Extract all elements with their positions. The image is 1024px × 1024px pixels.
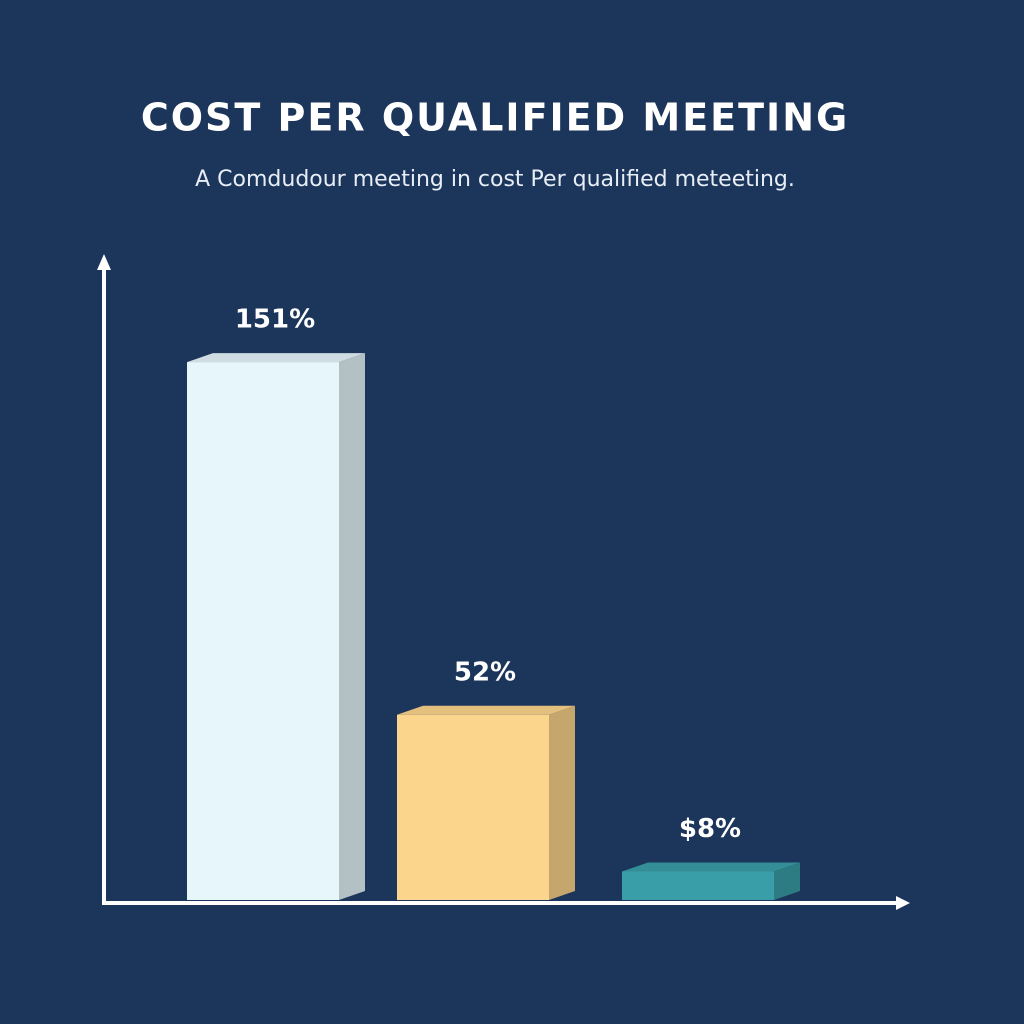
bar-top [397, 705, 575, 715]
y-axis-arrow [97, 254, 111, 270]
bar-side [549, 705, 575, 900]
axes [97, 254, 910, 910]
value-label: 151% [235, 305, 315, 335]
bar [187, 362, 339, 900]
bar [397, 714, 549, 900]
bar-side [774, 862, 800, 900]
bar-top [622, 862, 800, 872]
bar-top [187, 353, 365, 363]
x-axis-arrow [896, 896, 910, 910]
bar-side [339, 353, 365, 900]
value-label: $8% [679, 814, 741, 844]
chart-subtitle: A Comdudour meeting in cost Per qualifie… [195, 167, 795, 192]
value-label: 52% [454, 657, 516, 687]
chart-title: COST PER QUALIFIED MEETING [141, 96, 849, 140]
bar [622, 871, 774, 900]
